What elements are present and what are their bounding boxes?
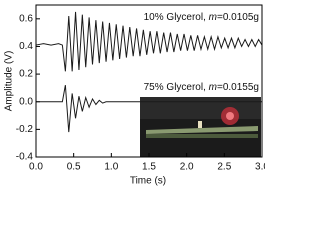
series-line (35, 11, 263, 72)
y-tick-label: 0.6 (19, 13, 33, 24)
series-label-part: m (209, 12, 217, 23)
y-tick-label: 0.0 (19, 96, 33, 107)
y-tick-label: 0.4 (19, 41, 33, 52)
series-label: 75% Glycerol, m=0.0155g (144, 82, 259, 93)
y-axis-label: Amplitude (V) (4, 51, 15, 112)
series-label-part: m (209, 82, 217, 93)
series-label-part: 10% Glycerol, (144, 12, 209, 23)
series-label-part: =0.0105g (217, 12, 259, 23)
y-tick-label: -0.4 (16, 152, 34, 163)
series-line (36, 85, 262, 133)
x-tick-label: 0.5 (67, 162, 81, 173)
series-label: 10% Glycerol, m=0.0105g (144, 12, 259, 23)
x-tick-label: 2.0 (180, 162, 194, 173)
series-label-part: =0.0155g (217, 82, 259, 93)
series-label-part: 75% Glycerol, (144, 82, 209, 93)
x-tick-label: 0.0 (29, 162, 43, 173)
x-tick-label: 1.5 (142, 162, 156, 173)
y-tick-label: 0.2 (19, 69, 33, 80)
x-tick-label: 3.0 (255, 162, 265, 173)
x-axis-label: Time (s) (130, 176, 166, 187)
y-tick-label: -0.2 (16, 124, 34, 135)
x-tick-label: 2.5 (217, 162, 231, 173)
chart: Time (s) Amplitude (V) -0.4 -0.2 0.0 0.2 0.4… (4, 4, 265, 187)
inset-photo (140, 97, 261, 157)
plot-frame (35, 4, 263, 158)
x-tick-label: 1.0 (104, 162, 118, 173)
